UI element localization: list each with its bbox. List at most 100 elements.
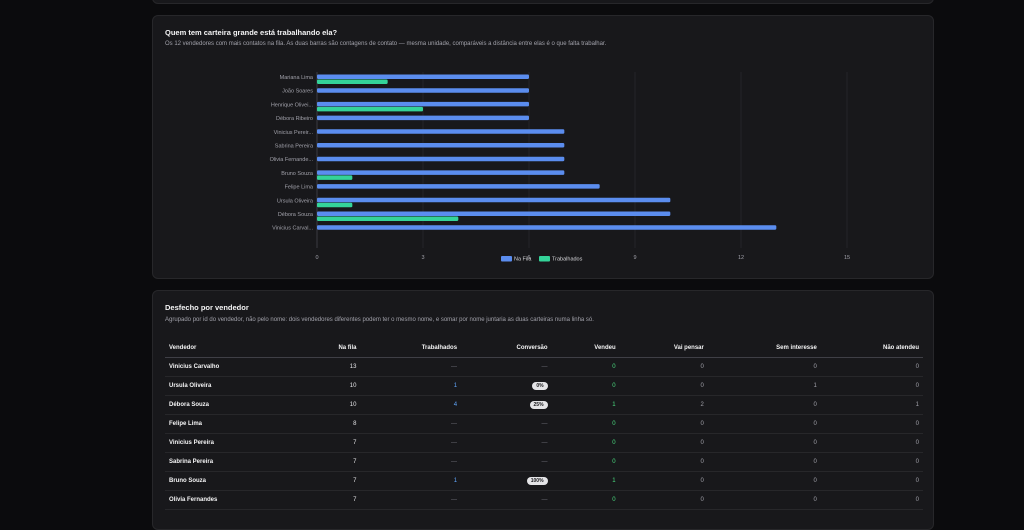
outcome-cell: 0 — [619, 452, 708, 472]
worked-cell: 1 — [360, 471, 462, 491]
outcome-cell: 0 — [619, 433, 708, 453]
chart-card: Quem tem carteira grande está trabalhand… — [152, 15, 934, 279]
column-header: Na fila — [300, 338, 361, 358]
x-tick-label: 15 — [844, 255, 850, 261]
empty-cell: — — [461, 414, 552, 434]
outcome-cell: 0 — [820, 452, 923, 472]
y-category-label: João Soares — [282, 89, 313, 95]
column-header: Não atendeu — [820, 338, 923, 358]
bar-na-fila — [317, 170, 565, 175]
legend-swatch — [539, 256, 550, 262]
bar-na-fila — [317, 197, 671, 203]
outcome-cell: 0 — [619, 414, 708, 434]
legend-label: Trabalhados — [552, 257, 583, 263]
seller-name-cell: Felipe Lima — [165, 414, 301, 434]
x-tick-label: 12 — [738, 255, 744, 261]
sold-cell: 0 — [551, 414, 620, 434]
outcome-cell: 0 — [820, 471, 923, 491]
conversion-badge: 0% — [532, 382, 548, 390]
table-header-row: Vendedor Na fila Trabalhados Conversão Vende… — [165, 338, 923, 358]
outcome-cell: 0 — [820, 433, 923, 453]
bar-trabalhados — [317, 202, 353, 208]
sold-cell: 0 — [551, 433, 620, 453]
table-card: Desfecho por vendedor Agrupado por id do… — [152, 290, 934, 530]
bar-na-fila — [317, 143, 565, 148]
queue-cell: 13 — [300, 357, 361, 377]
sold-cell: 1 — [551, 395, 620, 415]
queue-cell: 10 — [300, 376, 361, 396]
table-row: Vinicius Pereira 7— —0 0 0 0 — [165, 433, 923, 453]
outcome-cell: 0 — [820, 414, 923, 434]
bar-na-fila — [317, 74, 529, 79]
empty-cell: — — [360, 433, 462, 453]
bar-na-fila — [317, 211, 671, 216]
sold-cell: 0 — [551, 357, 620, 377]
empty-cell: — — [360, 357, 462, 377]
bar-trabalhados — [317, 79, 388, 84]
bar-na-fila — [317, 129, 565, 134]
sold-cell: 0 — [551, 452, 620, 472]
seller-name-cell: Sabrina Pereira — [165, 452, 301, 472]
seller-name-cell: Vinicius Pereira — [165, 433, 301, 453]
empty-cell: — — [360, 490, 462, 510]
outcome-cell: 0 — [707, 395, 821, 415]
seller-name-cell: Débora Souza — [165, 395, 301, 415]
legend-swatch — [501, 256, 512, 262]
conversion-cell: 25% — [461, 395, 552, 415]
bar-na-fila — [317, 225, 777, 230]
previous-card — [152, 0, 934, 4]
legend-label: Na Fila — [514, 257, 532, 263]
outcome-cell: 0 — [820, 490, 923, 510]
bar-na-fila — [317, 88, 529, 93]
queue-cell: 10 — [300, 395, 361, 415]
table-row: Ursula Oliveira 10 1 0% 0 0 1 0 — [165, 376, 923, 396]
bar-trabalhados — [317, 216, 459, 221]
sold-cell: 0 — [551, 490, 620, 510]
outcome-cell: 0 — [707, 490, 821, 510]
outcome-cell: 0 — [707, 433, 821, 453]
outcome-cell: 0 — [820, 376, 923, 396]
column-header: Vendeu — [551, 338, 620, 358]
x-tick-label: 6 — [527, 255, 530, 261]
outcome-cell: 0 — [707, 414, 821, 434]
y-category-label: Débora Ribeiro — [276, 116, 313, 122]
seller-name-cell: Ursula Oliveira — [165, 376, 301, 396]
column-header: Vendedor — [165, 338, 301, 358]
bar-na-fila — [317, 115, 529, 121]
y-category-label: Vinicius Pereir... — [274, 130, 314, 136]
y-category-label: Henrique Olivei... — [271, 102, 314, 108]
seller-name-cell: Vinicius Carvalho — [165, 357, 301, 377]
sold-cell: 0 — [551, 376, 620, 396]
empty-cell: — — [360, 414, 462, 434]
outcome-cell: 1 — [707, 376, 821, 396]
table-row: Olivia Fernandes 7— —0 0 0 0 — [165, 490, 923, 510]
table-row: Bruno Souza 7 1 100% 1 0 0 0 — [165, 471, 923, 491]
y-category-label: Vinicius Carval... — [272, 226, 313, 232]
queue-cell: 8 — [300, 414, 361, 434]
worked-cell: 1 — [360, 376, 462, 396]
column-header: Vai pensar — [619, 338, 708, 358]
empty-cell: — — [360, 452, 462, 472]
chart-card-subtitle: Os 12 vendedores com mais contatos na fi… — [165, 41, 607, 47]
seller-name-cell: Bruno Souza — [165, 471, 301, 491]
x-tick-label: 9 — [633, 255, 636, 261]
bar-na-fila — [317, 101, 529, 107]
outcome-cell: 0 — [619, 376, 708, 396]
bar-na-fila — [317, 156, 565, 162]
queue-cell: 7 — [300, 471, 361, 491]
table-row: Débora Souza 10 4 25% 1 2 0 1 — [165, 395, 923, 415]
table-row: Vinicius Carvalho 13— —0 0 0 0 — [165, 357, 923, 377]
table-card-title: Desfecho por vendedor — [165, 303, 249, 312]
y-category-label: Débora Souza — [278, 212, 314, 218]
outcome-cell: 2 — [619, 395, 708, 415]
column-header: Trabalhados — [360, 338, 462, 358]
y-category-label: Olivia Fernande... — [270, 157, 314, 163]
outcome-cell: 0 — [820, 357, 923, 377]
conversion-badge: 25% — [529, 401, 548, 409]
conversion-badge: 100% — [526, 477, 548, 485]
conversion-cell: 100% — [461, 471, 552, 491]
y-category-label: Sabrina Pereira — [275, 144, 314, 150]
empty-cell: — — [461, 490, 552, 510]
empty-cell: — — [461, 433, 552, 453]
worked-cell: 4 — [360, 395, 462, 415]
